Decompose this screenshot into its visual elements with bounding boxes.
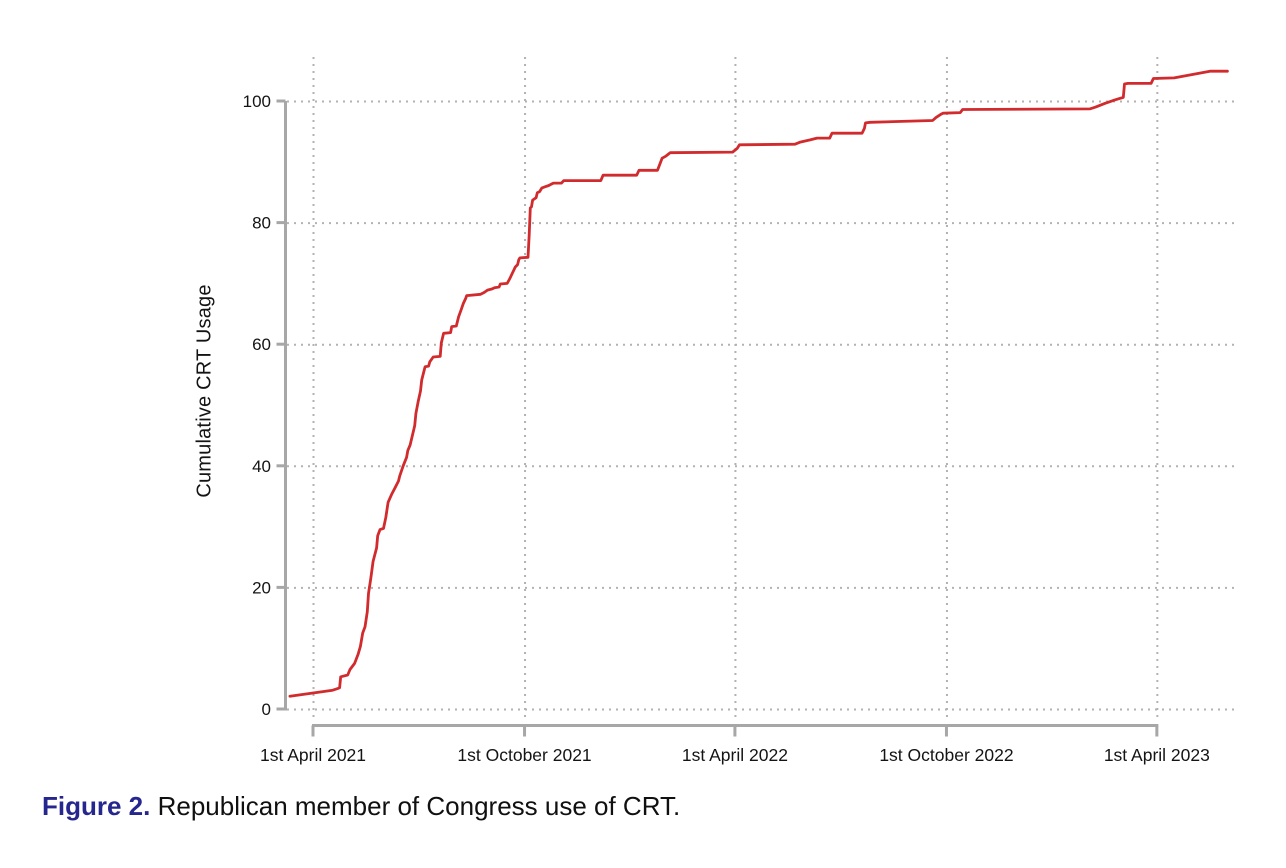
y-tick-label-0: 0	[262, 700, 271, 719]
figure-caption: Figure 2. Republican member of Congress …	[42, 790, 1242, 824]
y-tick-label-60: 60	[252, 335, 271, 354]
chart-canvas: 0 20 40 60 80 100 1st April 2021 1st October 20…	[243, 57, 1238, 765]
y-tick-label-20: 20	[252, 578, 271, 597]
crt-usage-line	[288, 69, 1229, 698]
crt-usage-chart: 0 20 40 60 80 100 1st April 2021 1st October 20…	[193, 57, 1238, 765]
y-axis-title: Cumulative CRT Usage	[193, 284, 216, 498]
x-tick-label-730: 1st April 2023	[1104, 745, 1210, 765]
x-tick-label-365: 1st April 2022	[682, 745, 788, 765]
x-tick-label-548: 1st October 2022	[879, 745, 1013, 765]
x-tick-label-183: 1st October 2021	[457, 745, 591, 765]
y-tick-label-40: 40	[252, 457, 271, 476]
y-tick-label-100: 100	[243, 92, 271, 111]
figure-label: Figure 2.	[42, 791, 151, 821]
caption-text: Republican member of Congress use of CRT…	[150, 791, 681, 821]
y-tick-label-80: 80	[252, 214, 271, 233]
x-tick-label-0: 1st April 2021	[260, 745, 366, 765]
